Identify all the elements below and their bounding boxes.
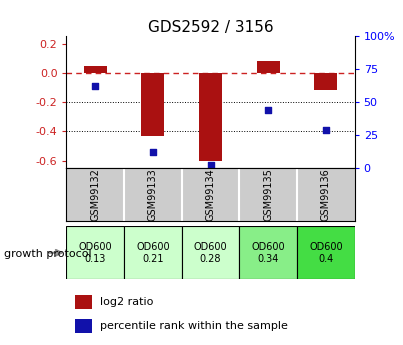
Text: OD600
0.21: OD600 0.21 xyxy=(136,242,170,264)
Text: growth protocol: growth protocol xyxy=(4,249,91,258)
Bar xyxy=(182,226,239,279)
Bar xyxy=(75,319,92,333)
Bar xyxy=(124,226,182,279)
Bar xyxy=(297,226,355,279)
Text: GSM99132: GSM99132 xyxy=(90,168,100,221)
Text: percentile rank within the sample: percentile rank within the sample xyxy=(100,321,287,331)
Text: GSM99136: GSM99136 xyxy=(321,168,331,221)
Text: GSM99134: GSM99134 xyxy=(206,168,216,221)
Point xyxy=(265,107,272,113)
Bar xyxy=(84,66,107,73)
Bar xyxy=(257,61,280,73)
Point xyxy=(92,83,98,89)
Text: GSM99133: GSM99133 xyxy=(148,168,158,221)
Point xyxy=(207,162,214,168)
Text: OD600
0.13: OD600 0.13 xyxy=(79,242,112,264)
Bar xyxy=(75,295,92,309)
Bar xyxy=(314,73,337,90)
Text: OD600
0.34: OD600 0.34 xyxy=(251,242,285,264)
Bar xyxy=(141,73,164,136)
Title: GDS2592 / 3156: GDS2592 / 3156 xyxy=(148,20,273,35)
Bar xyxy=(239,226,297,279)
Bar xyxy=(199,73,222,161)
Text: GSM99135: GSM99135 xyxy=(263,168,273,221)
Point xyxy=(322,127,329,132)
Text: OD600
0.4: OD600 0.4 xyxy=(309,242,343,264)
Bar xyxy=(66,226,124,279)
Text: log2 ratio: log2 ratio xyxy=(100,297,153,307)
Point xyxy=(150,149,156,155)
Text: OD600
0.28: OD600 0.28 xyxy=(194,242,227,264)
